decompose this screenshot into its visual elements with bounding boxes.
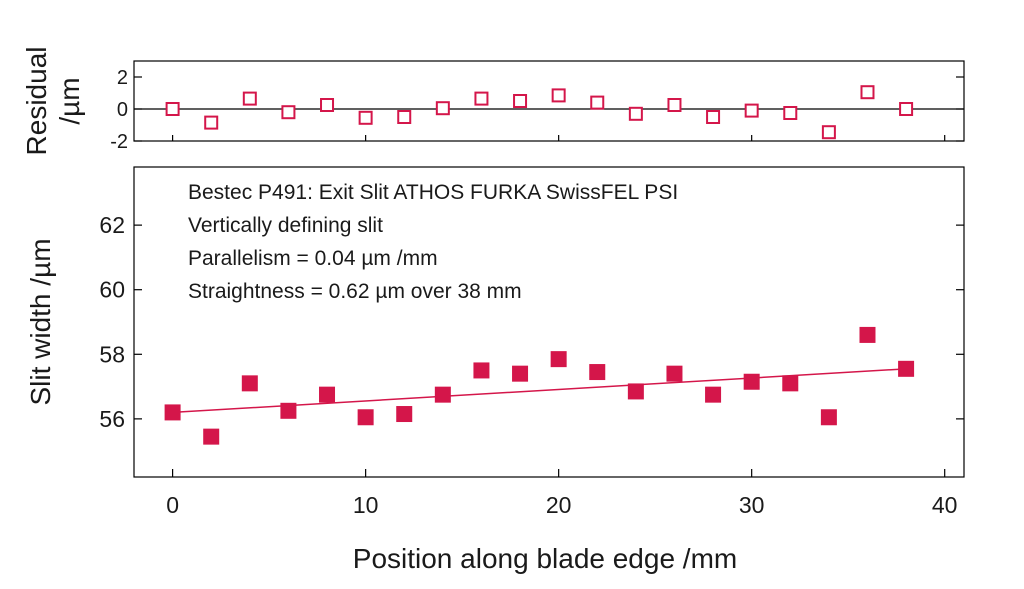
residual-point [590, 95, 605, 110]
residual-point [397, 110, 412, 124]
residual-panel: 2 0 -2 Residual /µm [21, 47, 965, 156]
residual-y-axis-label-line1: Residual [21, 47, 52, 156]
residual-point [783, 106, 798, 120]
data-point [820, 409, 837, 426]
data-point [512, 365, 529, 382]
x-axis-label: Position along blade edge /mm [353, 543, 737, 574]
residual-point [281, 105, 296, 120]
data-point [898, 360, 915, 377]
residual-point [744, 103, 759, 118]
residual-y-ticks: 2 0 -2 [110, 67, 964, 153]
data-point [473, 362, 490, 379]
main-plot-frame [133, 166, 965, 478]
residual-y-tick-label: -2 [110, 131, 128, 153]
residual-point [860, 85, 875, 100]
residual-point [821, 125, 836, 140]
residual-point [628, 106, 643, 121]
main-y-tick-label: 60 [99, 277, 125, 303]
residual-point [899, 102, 914, 116]
residual-point [667, 98, 682, 112]
data-point [396, 406, 413, 423]
x-tick-label: 30 [739, 492, 765, 518]
data-point [705, 386, 722, 403]
x-tick-label: 0 [166, 492, 179, 518]
data-point [859, 326, 876, 343]
x-tick-label: 10 [353, 492, 379, 518]
data-point [589, 364, 606, 381]
residual-point [551, 88, 566, 103]
main-panel: 56 58 60 62 0 10 20 30 40 Bestec P491: Exit Sli… [25, 135, 965, 574]
data-point [550, 351, 567, 368]
data-point [319, 386, 336, 403]
main-x-ticks: 0 10 20 30 40 [166, 135, 957, 518]
annotation-line-4: Straightness = 0.62 µm over 38 mm [188, 280, 522, 303]
data-point [782, 375, 799, 392]
x-tick-label: 20 [546, 492, 572, 518]
annotation-line-1: Bestec P491: Exit Slit ATHOS FURKA Swiss… [188, 181, 678, 204]
residual-point [435, 101, 450, 116]
residual-y-tick-label: 0 [117, 99, 128, 121]
data-point [241, 375, 258, 392]
annotation-line-2: Vertically defining slit [188, 214, 383, 237]
data-point [203, 428, 220, 445]
main-y-tick-label: 58 [99, 341, 125, 367]
main-markers [164, 326, 915, 445]
residual-point [513, 94, 528, 108]
residual-point [242, 91, 257, 106]
data-point [357, 409, 374, 426]
data-point [164, 404, 181, 421]
annotation-line-3: Parallelism = 0.04 µm /mm [188, 247, 438, 270]
residual-y-axis-label-line2: /µm [54, 77, 85, 124]
data-point [434, 386, 451, 403]
residual-point [706, 110, 721, 124]
main-y-ticks: 56 58 60 62 [99, 212, 964, 432]
data-point [627, 383, 644, 400]
data-point [743, 373, 760, 390]
residual-point [320, 98, 335, 112]
residual-y-tick-label: 2 [117, 67, 128, 89]
residual-point [165, 102, 180, 116]
data-point [280, 402, 297, 419]
residual-markers [165, 85, 914, 140]
data-point [666, 365, 683, 382]
main-y-tick-label: 62 [99, 212, 125, 238]
main-y-tick-label: 56 [99, 406, 125, 432]
residual-point [474, 91, 489, 106]
x-tick-label: 40 [932, 492, 958, 518]
residual-plot-frame [133, 60, 965, 142]
main-y-axis-label: Slit width /µm [25, 238, 56, 405]
residual-point [358, 110, 373, 125]
residual-point [204, 115, 219, 130]
